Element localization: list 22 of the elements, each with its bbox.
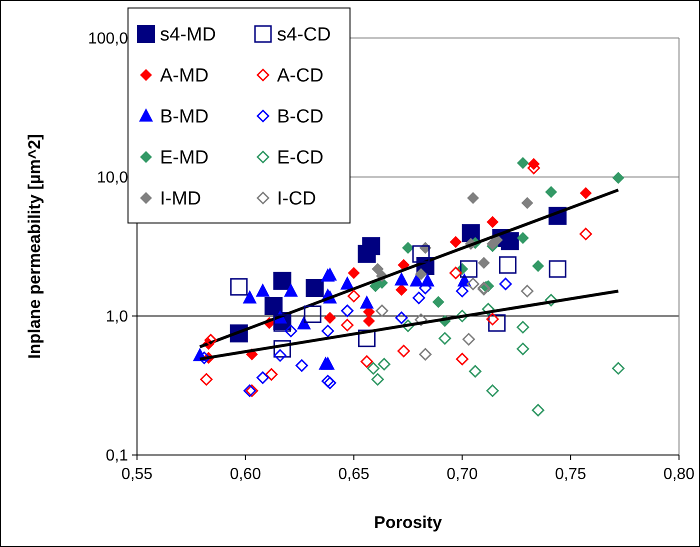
- y-tick-label: 0,1: [106, 448, 128, 465]
- x-tick-label: 0,55: [121, 466, 153, 483]
- x-tick-label: 0,70: [446, 466, 478, 483]
- x-tick-label: 0,80: [663, 466, 695, 483]
- y-axis-title: Inplane permeability [µm^2]: [25, 134, 44, 359]
- legend-label: A-MD: [160, 66, 209, 87]
- legend-label: I-CD: [277, 188, 316, 210]
- legend-label: E-CD: [277, 148, 324, 169]
- legend-label: s4-CD: [277, 24, 331, 46]
- x-tick-label: 0,75: [555, 466, 586, 483]
- y-tick-label: 1,0: [106, 308, 128, 326]
- x-tick-label: 0,65: [338, 466, 370, 483]
- y-tick-label: 100,0: [88, 30, 128, 48]
- y-tick-label: 10,0: [96, 170, 128, 187]
- x-tick-label: 0,60: [230, 466, 262, 483]
- legend-label: E-MD: [160, 148, 209, 169]
- legend-label: A-CD: [277, 66, 324, 87]
- legend-label: B-CD: [277, 106, 324, 128]
- legend-label: I-MD: [160, 188, 202, 210]
- x-axis-title: Porosity: [374, 513, 443, 532]
- legend-label: s4-MD: [160, 24, 216, 46]
- legend-label: B-MD: [160, 106, 209, 128]
